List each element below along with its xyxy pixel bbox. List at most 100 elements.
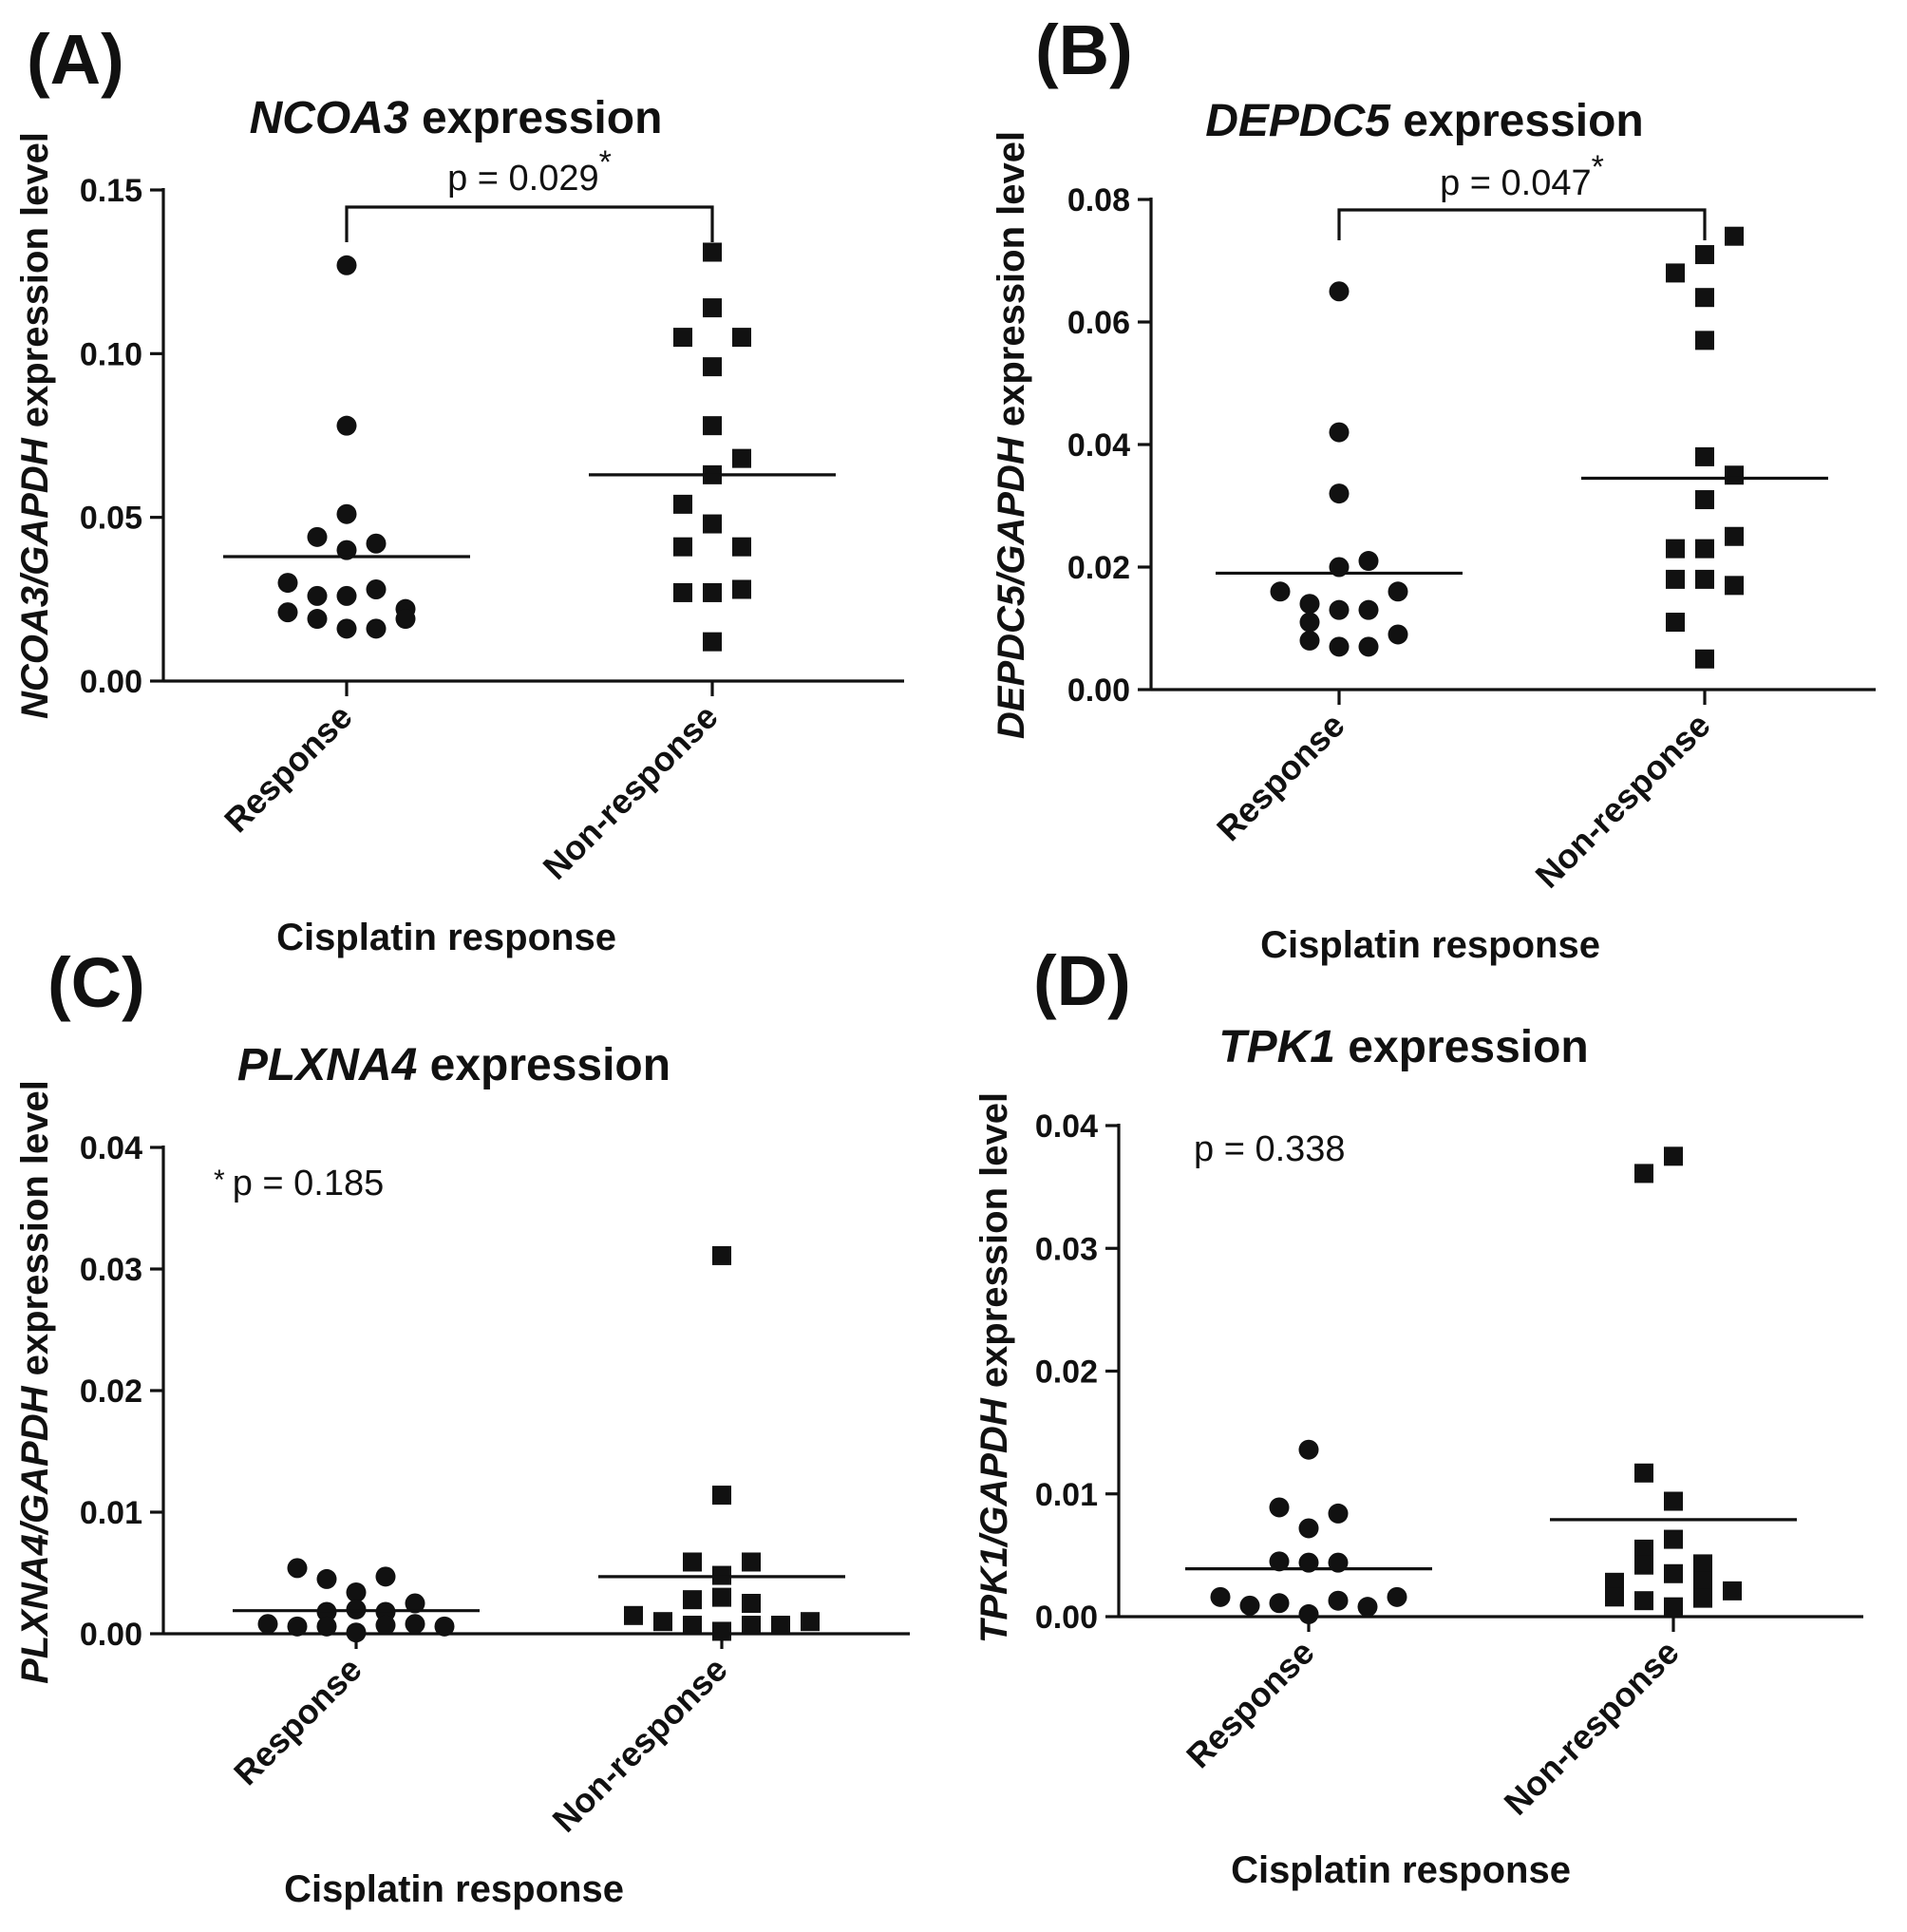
data-point (1725, 526, 1744, 546)
data-point (673, 537, 692, 557)
y-axis-label-gene: DEPDC5/GAPDH (991, 436, 1032, 739)
y-axis-label-suffix: expression level (14, 132, 56, 438)
data-point (1664, 1529, 1683, 1549)
data-point (1387, 1586, 1407, 1607)
chart-panel-d: (D) TPK1 expression TPK1/GAPDH expression … (973, 941, 1863, 1891)
data-point (336, 255, 357, 275)
x-tick-label: Non-response (536, 697, 726, 887)
x-tick-label: Response (1179, 1633, 1322, 1776)
y-axis-label: PLXNA4/GAPDH expression level (14, 1080, 56, 1684)
p-value-text: p = 0.029* (447, 144, 612, 199)
data-point (742, 1552, 761, 1572)
data-point (375, 1615, 396, 1636)
data-point (742, 1594, 761, 1613)
x-tick-label: Response (226, 1650, 369, 1793)
p-value-text: p = 0.047* (1440, 149, 1604, 203)
data-point (375, 1566, 396, 1587)
data-point (683, 1552, 702, 1572)
p-value-text: p = 0.338 (1194, 1129, 1346, 1169)
y-tick-label: 0.00 (1035, 1600, 1098, 1636)
data-point (703, 416, 722, 436)
chart-panel-b: (B) DEPDC5 expression DEPDC5/GAPDH express… (991, 10, 1876, 966)
data-point (712, 1486, 731, 1506)
x-tick-label: Response (217, 697, 360, 841)
data-point (1299, 612, 1320, 633)
data-point (1329, 636, 1350, 657)
data-point (703, 242, 722, 262)
data-point (1634, 1164, 1653, 1184)
data-point (1725, 226, 1744, 246)
data-point (1723, 1581, 1742, 1601)
data-point (732, 328, 751, 348)
chart-title: PLXNA4 expression (237, 1040, 670, 1090)
p-value: p = 0.047 (1440, 163, 1592, 203)
data-point (1328, 1503, 1349, 1524)
data-point (346, 1622, 367, 1643)
y-axis-label: TPK1/GAPDH expression level (973, 1092, 1015, 1643)
data-point (1239, 1595, 1260, 1616)
data-point (316, 1568, 337, 1589)
data-point (336, 503, 357, 524)
p-value-star: * (599, 144, 612, 180)
data-point (1664, 1146, 1683, 1166)
data-point (336, 415, 357, 436)
data-point (1695, 569, 1714, 589)
data-point (1693, 1588, 1712, 1608)
data-point (395, 609, 416, 630)
data-point (1666, 263, 1685, 283)
y-axis-label-suffix: expression level (973, 1092, 1015, 1398)
panel-label: (A) (27, 20, 124, 99)
data-point (307, 609, 328, 630)
y-tick-label: 0.01 (1035, 1477, 1098, 1513)
y-tick-label: 0.08 (1067, 182, 1130, 218)
chart-panel-a: (A) NCOA3 expression NCOA3/GAPDH expressio… (14, 20, 904, 958)
data-point (712, 1587, 731, 1607)
data-point (366, 578, 387, 599)
data-point (1664, 1597, 1683, 1617)
y-tick-label: 0.02 (80, 1373, 142, 1410)
data-point (673, 494, 692, 514)
data-point (1357, 1597, 1378, 1618)
panel-label: (B) (1035, 10, 1133, 89)
data-point (771, 1616, 790, 1636)
x-tick-label: Response (1209, 706, 1352, 849)
data-point (1269, 1497, 1290, 1518)
data-point (1298, 1439, 1319, 1460)
chart-title-gene: PLXNA4 (237, 1040, 417, 1090)
y-tick-label: 0.02 (1035, 1354, 1098, 1391)
data-point (287, 1558, 308, 1579)
panel-label: (C) (47, 943, 145, 1022)
data-point (1634, 1555, 1653, 1575)
chart-title-suffix: expression (1390, 96, 1644, 146)
data-point (1664, 1491, 1683, 1511)
y-axis-label-gene: NCOA3/GAPDH (14, 437, 56, 719)
data-point (1329, 483, 1350, 504)
chart-title-gene: NCOA3 (250, 93, 409, 143)
data-point (1695, 446, 1714, 466)
y-axis-label-suffix: expression level (14, 1080, 56, 1386)
data-point (1664, 1563, 1683, 1583)
y-tick-label: 0.05 (80, 501, 142, 537)
x-tick-label: Non-response (1528, 706, 1718, 896)
chart-title-suffix: expression (409, 93, 663, 143)
data-point (1299, 630, 1320, 651)
data-point (257, 1614, 278, 1635)
x-tick-label: Non-response (545, 1650, 735, 1840)
panel-label: (D) (1033, 941, 1131, 1020)
y-tick-label: 0.15 (80, 173, 142, 209)
data-point (732, 448, 751, 468)
data-point (1695, 331, 1714, 350)
data-point (1634, 1539, 1653, 1559)
data-point (1693, 1554, 1712, 1574)
data-point (1269, 1593, 1290, 1614)
data-point (742, 1616, 761, 1636)
data-point (683, 1616, 702, 1636)
data-point (1605, 1572, 1624, 1592)
data-point (316, 1616, 337, 1637)
data-point (673, 328, 692, 348)
p-value: p = 0.029 (447, 159, 599, 199)
data-point (1388, 581, 1408, 602)
series-non-response (1581, 226, 1828, 669)
